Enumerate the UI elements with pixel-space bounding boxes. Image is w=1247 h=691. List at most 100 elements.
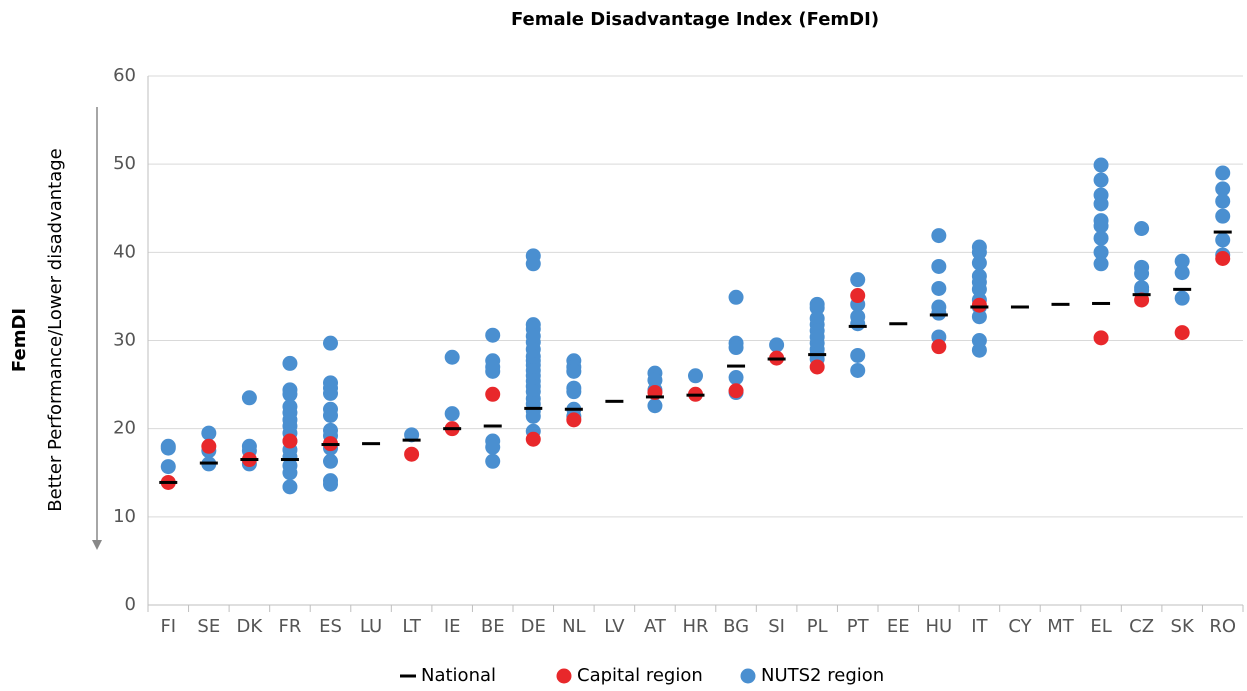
y-tick-label: 50 — [113, 153, 136, 174]
national-mark — [159, 480, 178, 484]
region-dot — [282, 465, 298, 481]
x-tick-label: DK — [237, 616, 264, 637]
region-dot — [728, 340, 744, 356]
national-mark — [645, 395, 664, 399]
region-dot — [1093, 172, 1109, 188]
national-mark — [970, 305, 989, 309]
national-mark — [1010, 305, 1029, 309]
region-dot — [1134, 292, 1150, 308]
region-dot — [485, 439, 501, 455]
region-dot — [728, 383, 744, 399]
region-dot — [971, 342, 987, 358]
region-dot — [525, 408, 541, 424]
region-dot — [323, 385, 338, 401]
region-dot — [728, 289, 744, 305]
region-dot — [404, 446, 420, 462]
national-mark — [1173, 287, 1192, 291]
national-mark — [1132, 293, 1151, 297]
national-mark — [686, 393, 705, 397]
chart-title: Female Disadvantage Index (FemDI) — [511, 9, 879, 30]
region-dot — [971, 255, 987, 271]
national-mark — [1051, 302, 1070, 306]
region-dot — [850, 347, 866, 363]
region-dot — [323, 476, 338, 492]
y-axis-title: FemDI — [9, 308, 30, 372]
national-mark — [1092, 301, 1111, 305]
region-dot — [1093, 157, 1109, 173]
x-tick-label: EE — [887, 616, 910, 637]
region-dot — [1093, 230, 1109, 246]
x-tick-label: PL — [807, 616, 828, 637]
region-dot — [688, 368, 703, 384]
national-mark — [483, 424, 502, 428]
x-tick-label: SK — [1171, 616, 1195, 637]
legend-label: National — [421, 665, 496, 686]
x-tick-label: RO — [1209, 616, 1236, 637]
legend-label: Capital region — [577, 665, 703, 686]
national-mark — [443, 427, 462, 431]
y-axis-note: Better Performance/Lower disadvantage — [45, 148, 66, 511]
national-mark — [1213, 230, 1232, 234]
region-dot — [1215, 251, 1231, 267]
region-dot — [931, 339, 947, 355]
region-dot — [850, 288, 866, 304]
y-tick-label: 40 — [113, 241, 136, 262]
x-tick-label: FI — [160, 616, 176, 637]
region-dot — [201, 425, 217, 441]
x-tick-label: FR — [279, 616, 302, 637]
region-dot — [566, 384, 582, 400]
x-tick-label: LU — [360, 616, 382, 637]
national-mark — [362, 442, 381, 446]
region-dot — [850, 316, 866, 332]
region-dot — [931, 258, 947, 274]
legend-swatch — [740, 668, 756, 684]
region-dot — [1174, 290, 1190, 306]
region-dot — [931, 280, 947, 296]
region-dot — [444, 406, 460, 422]
region-dot — [1093, 330, 1109, 346]
national-mark — [848, 324, 867, 328]
national-mark — [524, 406, 543, 410]
region-dot — [769, 337, 785, 353]
x-tick-label: SE — [197, 616, 220, 637]
region-dot — [809, 300, 825, 316]
region-dot — [1215, 165, 1231, 181]
region-dot — [201, 438, 217, 454]
national-mark — [605, 399, 624, 403]
region-dot — [1134, 265, 1150, 281]
x-tick-label: HU — [925, 616, 952, 637]
national-mark — [240, 458, 259, 462]
region-dot — [931, 305, 947, 321]
region-dot — [1174, 325, 1190, 341]
legend-label: NUTS2 region — [761, 665, 884, 686]
x-tick-label: DE — [521, 616, 546, 637]
y-tick-label: 60 — [113, 65, 136, 86]
direction-arrowhead — [92, 540, 102, 550]
region-dot — [566, 363, 582, 379]
region-dot — [931, 228, 947, 244]
region-dot — [1093, 218, 1109, 234]
national-mark — [564, 407, 583, 411]
y-tick-label: 30 — [113, 330, 136, 351]
region-dot — [1093, 196, 1109, 212]
y-tick-label: 0 — [125, 594, 136, 615]
region-dot — [323, 335, 338, 351]
region-dot — [404, 427, 420, 443]
region-dot — [809, 359, 825, 375]
region-dot — [971, 281, 987, 297]
x-tick-label: PT — [847, 616, 870, 637]
region-dot — [323, 407, 338, 423]
legend-swatch — [556, 668, 572, 684]
region-dot — [160, 440, 176, 456]
region-dot — [160, 459, 176, 475]
y-tick-label: 10 — [113, 506, 136, 527]
x-tick-label: CY — [1008, 616, 1032, 637]
national-mark — [767, 357, 786, 361]
national-mark — [929, 313, 948, 317]
x-tick-label: BE — [481, 616, 505, 637]
region-dot — [485, 386, 501, 402]
region-dot — [1215, 193, 1231, 209]
region-dot — [1215, 232, 1231, 248]
region-dot — [444, 349, 460, 365]
